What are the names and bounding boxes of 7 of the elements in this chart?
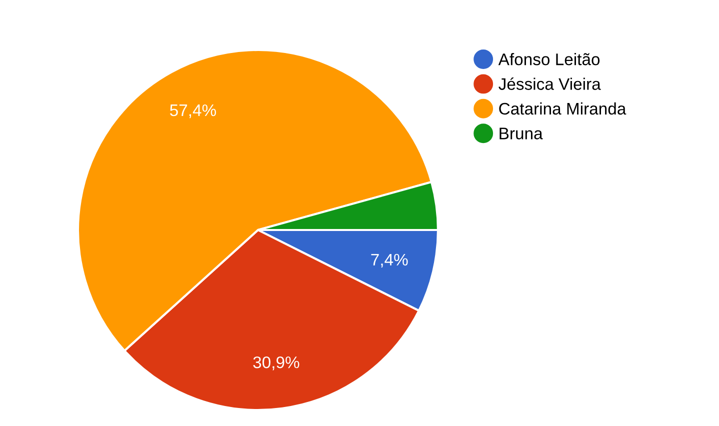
data-label: 57,4% — [170, 104, 216, 118]
legend-label: Jéssica Vieira — [498, 78, 601, 90]
data-label: 30,9% — [253, 356, 300, 370]
legend-label: Bruna — [500, 128, 543, 140]
legend-label: Catarina Miranda — [499, 102, 626, 115]
legend-label: Afonso Leitão — [498, 53, 600, 66]
data-label: 7,4% — [371, 254, 408, 268]
